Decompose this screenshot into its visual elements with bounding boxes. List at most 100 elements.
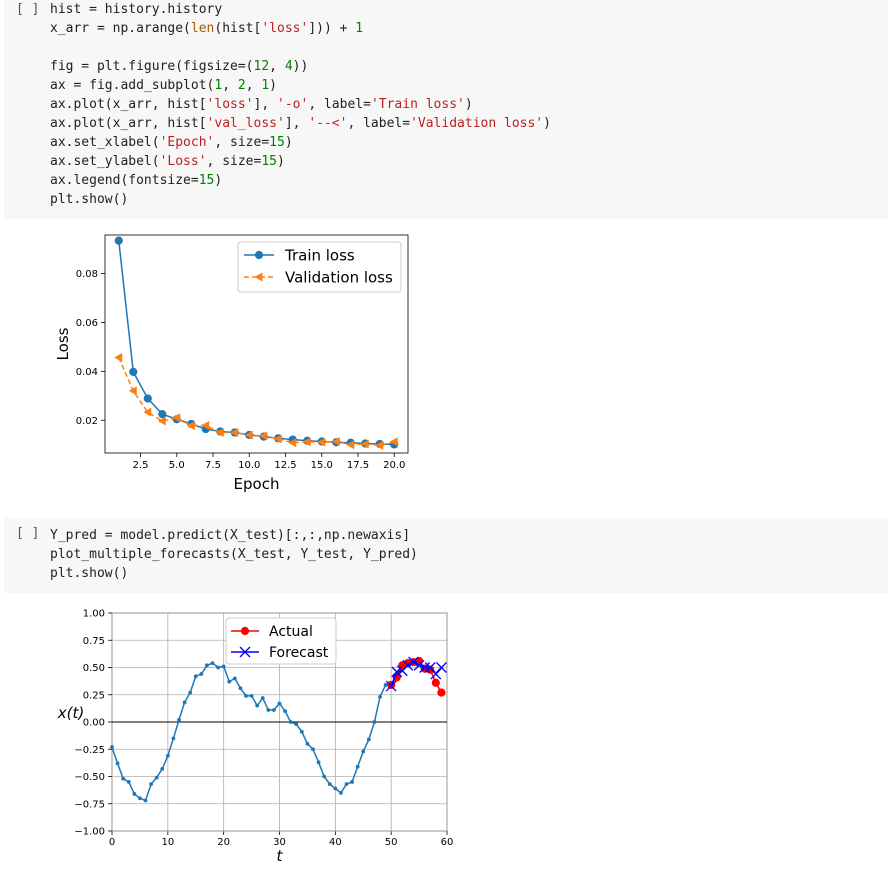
data-point (277, 701, 282, 706)
data-point (355, 764, 360, 769)
data-point (344, 782, 349, 787)
code-token: 'Epoch' (159, 135, 215, 150)
data-point (283, 709, 287, 713)
code-line: ax.set_xlabel('Epoch', size=15) (50, 133, 551, 152)
x-tick-label: 60 (441, 837, 454, 848)
data-point (232, 676, 237, 681)
y-tick-label: 0.25 (83, 690, 105, 701)
data-point (389, 437, 398, 447)
data-point (272, 708, 276, 712)
code-token: 'Validation loss' (410, 116, 544, 131)
code-token: 'loss' (206, 97, 254, 112)
data-point (419, 662, 431, 673)
data-point (165, 753, 170, 758)
legend-label: Validation loss (285, 269, 393, 287)
code-token: 12 (253, 59, 270, 74)
code-line: hist = history.history (50, 0, 551, 19)
x-tick-label: 30 (273, 837, 286, 848)
code-token: plt.show() (50, 192, 129, 207)
code-token: plot_multiple_forecasts(X_test, Y_test, … (50, 547, 418, 562)
legend-marker (254, 250, 264, 260)
y-tick-label: 0.02 (76, 416, 98, 427)
code-line: ax.plot(x_arr, hist['val_loss'], '--<', … (50, 114, 551, 133)
data-point (227, 679, 232, 684)
code-token: ) (277, 154, 285, 169)
code-token: ) (269, 78, 277, 93)
data-point (128, 386, 137, 396)
x-tick-label: 12.5 (274, 460, 296, 471)
code-cell-1[interactable]: [ ] hist = history.history x_arr = np.ara… (4, 0, 888, 219)
data-point (244, 693, 248, 698)
code-token: 4 (284, 59, 293, 74)
data-point (244, 430, 253, 440)
data-point (372, 720, 377, 724)
code-token: , (269, 59, 285, 74)
data-point (138, 796, 142, 801)
data-point (317, 437, 326, 447)
code-token: fig = plt.figure(figsize=( (50, 59, 254, 74)
code-token: )) (292, 59, 309, 74)
code-token: 15 (269, 135, 285, 150)
code-token: ) (543, 116, 551, 131)
data-point (331, 437, 340, 447)
data-point (126, 780, 131, 784)
data-point (327, 782, 332, 787)
code-token: x_arr = np.arange( (50, 21, 191, 36)
code-token: 15 (261, 154, 277, 169)
loss-chart: 2.5 5.0 7.5 10.0 12.5 15.0 17.5 20.0 0.02 0.04 0.0… (54, 234, 409, 493)
data-point (177, 717, 181, 722)
data-point (221, 664, 226, 669)
code-token: , size= (214, 135, 270, 150)
data-point (238, 686, 243, 691)
cell-1-code-editor[interactable]: hist = history.history x_arr = np.arange(… (50, 0, 551, 209)
data-point (121, 776, 126, 781)
cell-2-code-editor[interactable]: Y_pred = model.predict(X_test)[:,:,np.ne… (50, 526, 418, 583)
legend-label: Actual (269, 624, 313, 640)
data-point (230, 427, 239, 437)
data-point (361, 749, 366, 754)
data-point (346, 440, 355, 450)
code-cell-2[interactable]: [ ] Y_pred = model.predict(X_test)[:,:,n… (4, 518, 888, 593)
data-point (186, 421, 195, 431)
code-token: '-o' (277, 97, 309, 112)
code-line: x_arr = np.arange(len(hist['loss'])) + 1 (50, 19, 551, 38)
code-line: Y_pred = model.predict(X_test)[:,:,np.ne… (50, 526, 418, 545)
data-point (322, 774, 327, 779)
code-token: (hist[ (214, 21, 262, 36)
y-tick-label: 0.08 (76, 269, 98, 280)
code-line: fig = plt.figure(figsize=(12, 4)) (50, 57, 551, 76)
x-tick-label: 20 (217, 837, 230, 848)
code-line: plt.show() (50, 564, 418, 583)
legend-box (237, 241, 402, 293)
code-token: 1 (214, 78, 223, 93)
x-axis-label: Epoch (234, 475, 280, 493)
y-tick-label: 0.50 (83, 663, 105, 674)
data-point (413, 659, 425, 671)
code-token: 'Loss' (159, 154, 207, 169)
cell-2-prompt[interactable]: [ ] (16, 526, 40, 541)
forecast-chart: 0 10 20 30 40 50 60 1.00 0.75 0.50 0.25 0.00 −0.25 −0… (57, 609, 454, 866)
x-tick-label: 10.0 (238, 460, 260, 471)
cell-1-prompt[interactable]: [ ] (16, 2, 40, 17)
data-point (201, 420, 210, 430)
data-point (205, 663, 209, 668)
legend-label: Forecast (269, 645, 329, 661)
data-point (288, 720, 293, 724)
code-token: 'loss' (261, 21, 309, 36)
x-tick-label: 17.5 (347, 460, 369, 471)
data-point (216, 665, 220, 670)
x-tick-label: 2.5 (133, 460, 149, 471)
data-point (199, 672, 204, 676)
x-axis-label: t (277, 847, 284, 865)
data-point (260, 696, 265, 700)
data-point (366, 737, 371, 742)
code-token: hist = history.history (50, 2, 223, 17)
data-point (273, 434, 282, 444)
code-token: ax.set_ylabel( (50, 154, 160, 169)
data-point (302, 437, 311, 447)
data-point (266, 708, 271, 712)
code-token: ax.legend(fontsize= (50, 173, 199, 188)
data-point (182, 700, 187, 705)
data-point (154, 775, 159, 780)
legend-marker (254, 272, 263, 282)
